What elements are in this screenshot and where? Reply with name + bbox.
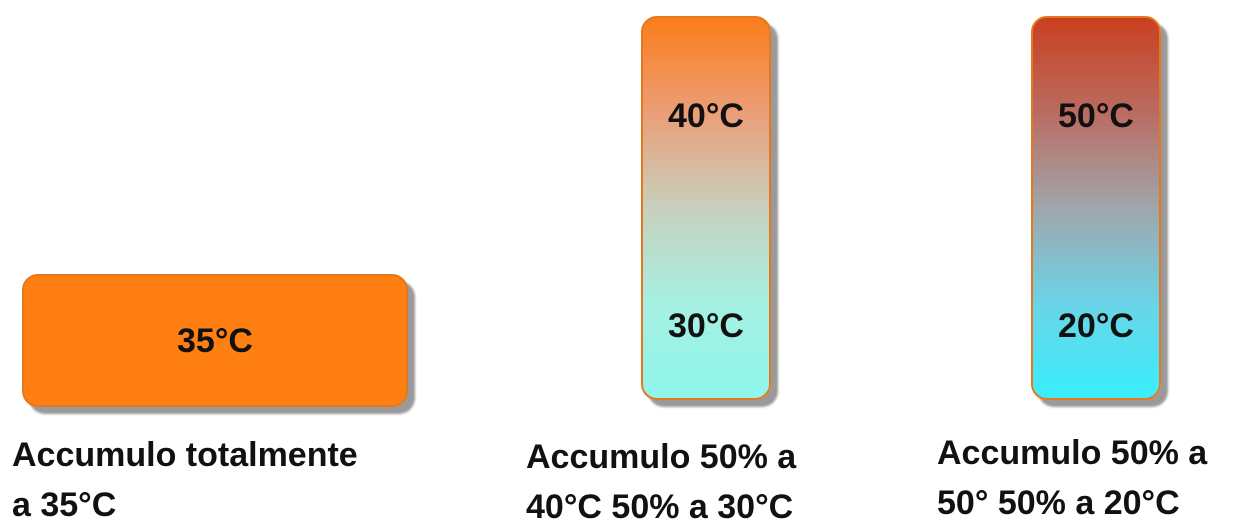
caption-line: Accumulo totalmente [12, 436, 358, 474]
caption-line: a 35°C [12, 486, 117, 524]
tank-bottom-temperature-label: 20°C [1058, 307, 1134, 345]
tank-top-temperature-label: 40°C [668, 97, 744, 135]
tank-temperature-label: 35°C [177, 322, 253, 360]
caption-line: 50° 50% a 20°C [937, 484, 1180, 522]
tank-uniform-35c: 35°C [22, 274, 408, 407]
tank-bottom-temperature-label: 30°C [668, 307, 744, 345]
caption-line: Accumulo 50% a [937, 434, 1208, 472]
caption-stratified-tank-1: Accumulo 50% a 40°C 50% a 30°C [526, 432, 856, 532]
tank-stratified-40-30: 40°C 30°C [641, 16, 771, 400]
caption-uniform-tank: Accumulo totalmente a 35°C [12, 430, 452, 530]
caption-line: 40°C 50% a 30°C [526, 488, 794, 526]
caption-line: Accumulo 50% a [526, 438, 797, 476]
tank-top-temperature-label: 50°C [1058, 97, 1134, 135]
caption-stratified-tank-2: Accumulo 50% a 50° 50% a 20°C [937, 428, 1237, 528]
tank-stratified-50-20: 50°C 20°C [1031, 16, 1161, 400]
